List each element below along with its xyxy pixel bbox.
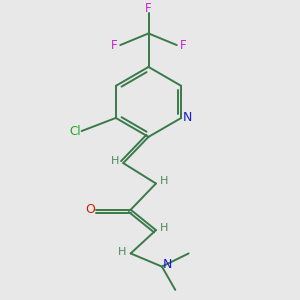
Text: F: F — [111, 39, 118, 52]
Text: Cl: Cl — [69, 124, 81, 137]
Text: O: O — [85, 203, 95, 216]
Text: F: F — [179, 39, 186, 52]
Text: H: H — [160, 176, 169, 186]
Text: H: H — [118, 247, 127, 257]
Text: F: F — [145, 2, 152, 15]
Text: N: N — [163, 258, 172, 271]
Text: H: H — [160, 223, 169, 233]
Text: N: N — [182, 111, 192, 124]
Text: H: H — [111, 156, 119, 166]
